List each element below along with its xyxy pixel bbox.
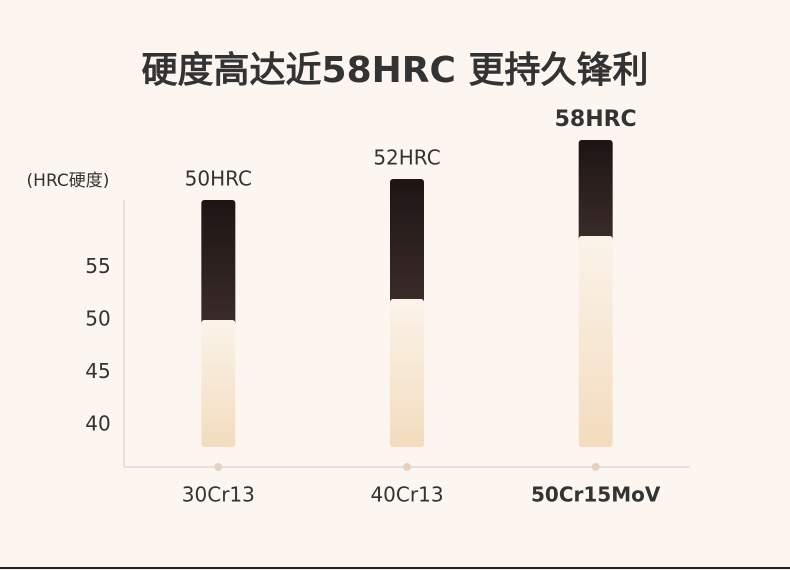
x-dot — [403, 463, 411, 471]
y-tick-label: 55 — [85, 254, 110, 278]
y-tick-label: 50 — [85, 307, 110, 331]
bar-cap — [578, 140, 613, 242]
x-tick-label: 50Cr15MoV — [531, 483, 661, 507]
bar — [390, 299, 424, 447]
bar-cap — [390, 179, 424, 305]
y-tick-label: 40 — [85, 412, 110, 436]
value-label: 52HRC — [373, 146, 440, 170]
value-label: 58HRC — [555, 107, 637, 132]
x-tick-label: 30Cr13 — [182, 483, 255, 507]
y-tick-label: 45 — [85, 359, 110, 383]
bar — [578, 236, 613, 447]
y-axis-label: (HRC硬度) — [27, 171, 110, 191]
x-tick-label: 40Cr13 — [370, 483, 443, 507]
x-dot — [214, 463, 223, 471]
bar-cap — [201, 200, 236, 326]
value-label: 50HRC — [185, 167, 252, 191]
x-dot — [591, 463, 600, 471]
chart-title: 硬度高达近58HRC 更持久锋利 — [142, 50, 649, 91]
bar — [201, 320, 236, 447]
